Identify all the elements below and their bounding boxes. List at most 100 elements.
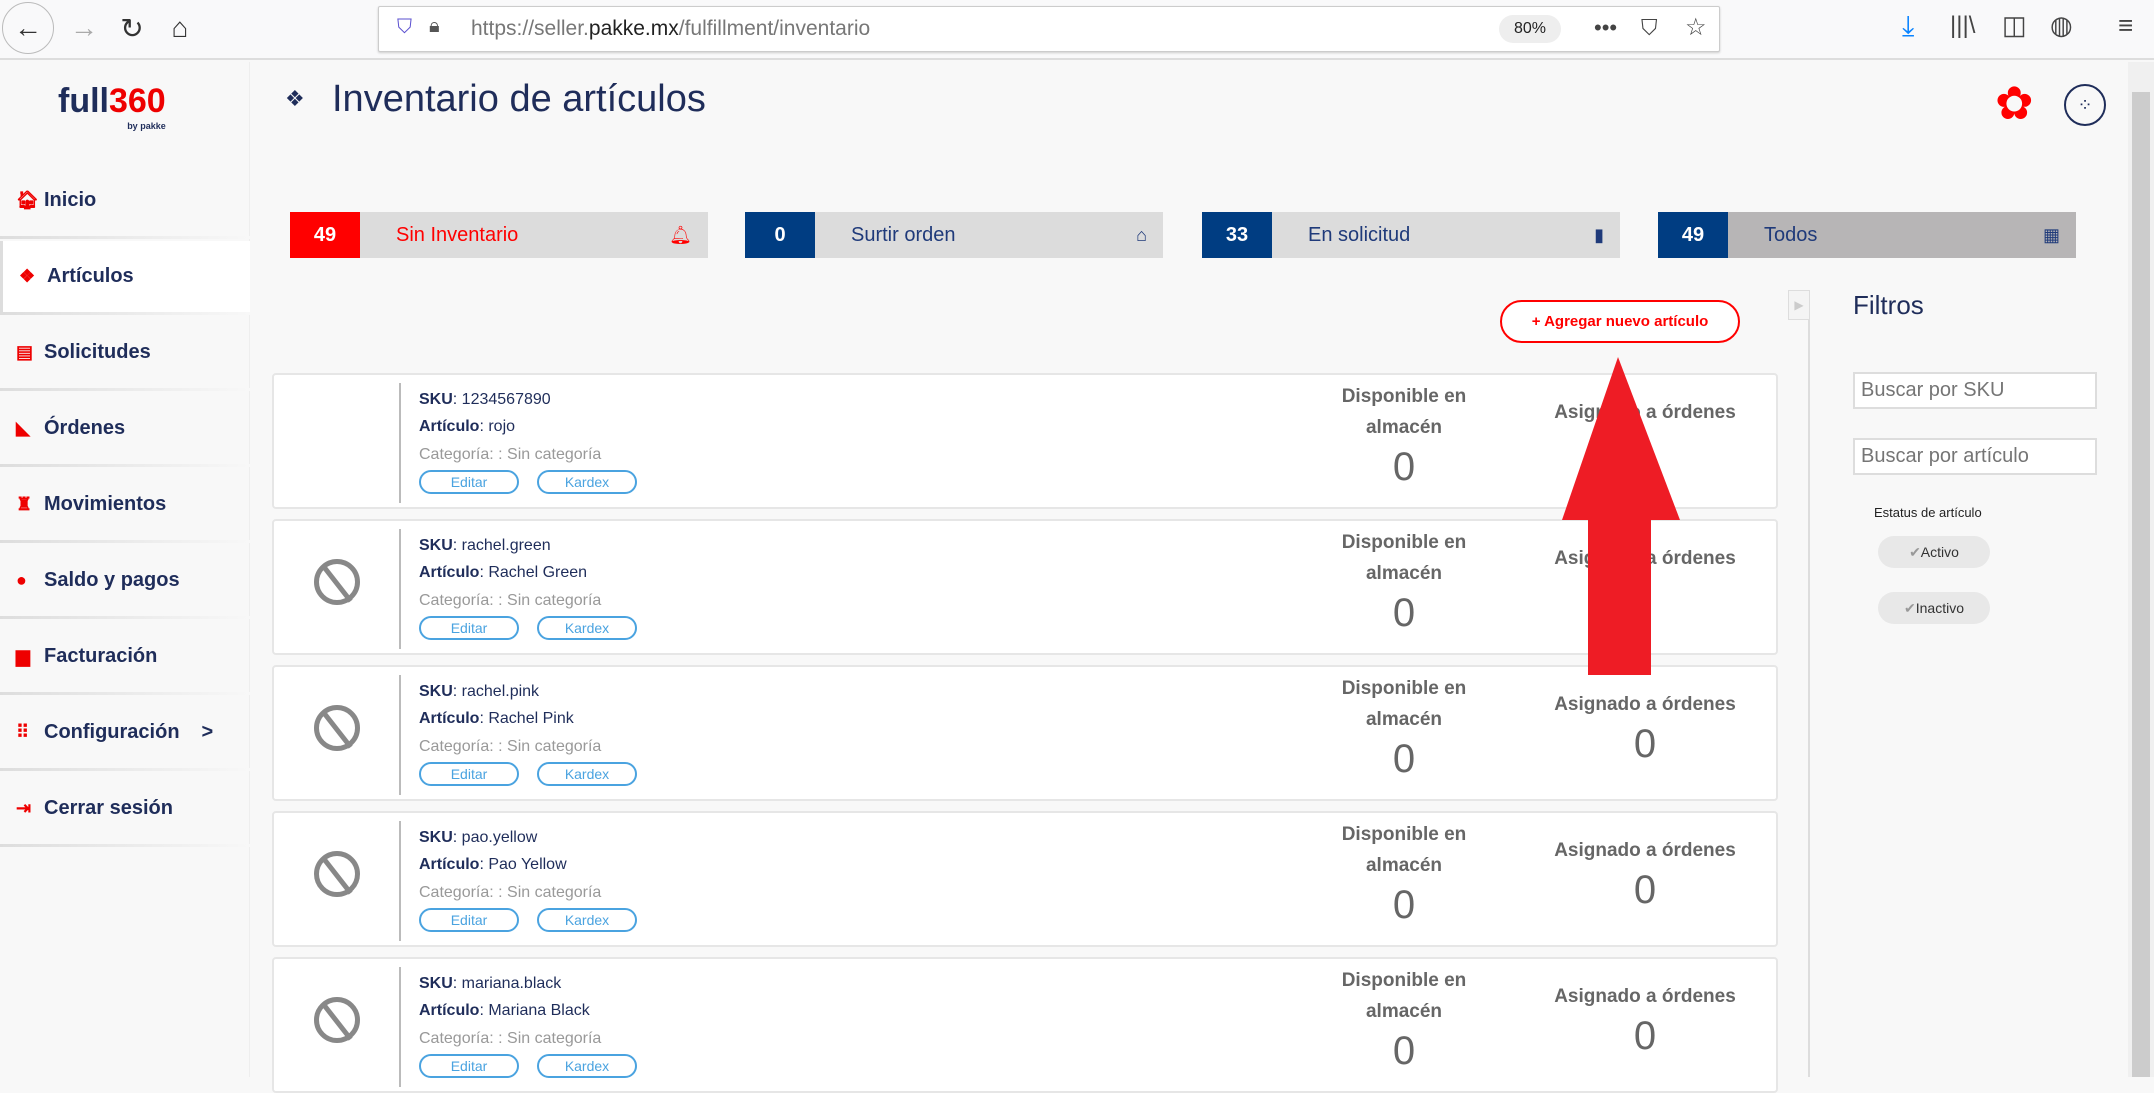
sidebar-item-saldo-y-pagos[interactable]: ● Saldo y pagos (0, 545, 250, 619)
row-divider (399, 529, 401, 649)
edit-button[interactable]: Editar (419, 1054, 519, 1078)
sidebar-item-órdenes[interactable]: ◣ Órdenes (0, 393, 250, 467)
add-new-item-button[interactable]: + Agregar nuevo artículo (1500, 300, 1740, 343)
row-divider (399, 967, 401, 1087)
sku-label: SKU (419, 829, 453, 846)
row-divider (399, 821, 401, 941)
sidebar-item-movimientos[interactable]: ♜ Movimientos (0, 469, 250, 543)
sidebar-item-label: Órdenes (44, 417, 126, 439)
scrollbar[interactable] (2128, 62, 2154, 1077)
download-icon[interactable]: ⤓ (1902, 10, 1915, 41)
shield-icon: ⛉ (397, 16, 412, 38)
library-icon[interactable]: |||\ (1950, 12, 1976, 39)
category-line: Categoría: : Sin categoría (419, 592, 602, 609)
apps-menu-icon[interactable]: ⁘ (2064, 84, 2106, 126)
home-button[interactable]: ⌂ (171, 12, 189, 43)
stat-label: Surtir orden (851, 223, 956, 246)
sku-line: SKU: 1234567890 (419, 391, 551, 408)
article-value: rojo (488, 418, 516, 435)
chip-activo[interactable]: ✔Activo (1878, 536, 1990, 568)
chip-inactivo[interactable]: ✔Inactivo (1878, 592, 1990, 624)
chip-label: Inactivo (1915, 600, 1964, 616)
assigned-label: Asignado a órdenes (1554, 840, 1736, 861)
chip-label: Activo (1920, 544, 1959, 560)
kardex-button[interactable]: Kardex (537, 616, 637, 640)
account-icon[interactable]: ◍ (2050, 10, 2073, 40)
stat-card-3[interactable]: 49 Todos ▦ (1658, 212, 2076, 258)
sidebar-item-artículos[interactable]: ❖ Artículos (0, 241, 250, 315)
sku-value: mariana.black (461, 975, 562, 992)
available-column: Disponible en almacén 0 (1314, 527, 1494, 637)
logo[interactable]: full360 by pakke (58, 82, 166, 131)
page-title: Inventario de artículos (332, 78, 706, 120)
sku-line: SKU: rachel.green (419, 537, 551, 554)
kardex-button[interactable]: Kardex (537, 762, 637, 786)
available-value: 0 (1392, 883, 1416, 927)
collapse-filters-toggle[interactable]: ▶ (1788, 290, 1810, 320)
check-icon: ✔ (1909, 544, 1921, 560)
sku-label: SKU (419, 975, 453, 992)
sidebar-item-cerrar-sesión[interactable]: ⇥ Cerrar sesión (0, 773, 250, 847)
forward-button[interactable]: → (70, 12, 98, 43)
logout-icon: ⇥ (16, 798, 32, 818)
more-icon[interactable]: ••• (1594, 15, 1618, 40)
kardex-button[interactable]: Kardex (537, 470, 637, 494)
scrollbar-thumb[interactable] (2132, 92, 2150, 1077)
no-image-icon (314, 851, 360, 897)
stat-card-1[interactable]: 0 Surtir orden ⌂ (745, 212, 1163, 258)
available-column: Disponible en almacén 0 (1314, 673, 1494, 783)
sidebar-item-label: Artículos (47, 265, 134, 287)
available-value: 0 (1392, 591, 1416, 635)
assigned-value: 0 (1633, 868, 1657, 912)
url-path: /fulfillment/inventario (678, 17, 871, 40)
article-value: Pao Yellow (488, 856, 567, 873)
category-line: Categoría: : Sin categoría (419, 738, 602, 755)
stat-label: En solicitud (1308, 223, 1411, 246)
logo-sub: by pakke (127, 121, 166, 131)
settings-gear-icon[interactable]: ✿ (1995, 77, 2034, 129)
back-button[interactable]: ← (2, 2, 54, 54)
edit-button[interactable]: Editar (419, 616, 519, 640)
inventory-item-row: SKU: mariana.black Artículo: Mariana Bla… (272, 957, 1778, 1093)
check-icon: ✔ (1904, 600, 1916, 616)
menu-icon[interactable]: ≡ (2118, 10, 2134, 40)
pocket-icon[interactable]: ⛉ (1641, 15, 1658, 40)
inventory-item-row: SKU: rachel.green Artículo: Rachel Green… (272, 519, 1778, 655)
assigned-value: 0 (1633, 722, 1657, 766)
zoom-level[interactable]: 80% (1499, 15, 1561, 43)
edit-button[interactable]: Editar (419, 762, 519, 786)
stat-card-2[interactable]: 33 En solicitud ▮ (1202, 212, 1620, 258)
available-value: 0 (1392, 1029, 1416, 1073)
edit-button[interactable]: Editar (419, 470, 519, 494)
grid-icon: ⠿ (16, 722, 30, 742)
url-bar[interactable]: ⛉ 🔒︎ https://seller.pakke.mx/fulfillment… (378, 6, 1720, 52)
article-label: Artículo (419, 564, 480, 581)
kardex-button[interactable]: Kardex (537, 908, 637, 932)
assigned-column: Asignado a órdenes 0 (1540, 689, 1750, 768)
kardex-button[interactable]: Kardex (537, 1054, 637, 1078)
search-sku-input[interactable] (1853, 372, 2097, 409)
stat-count: 0 (745, 212, 815, 258)
row-divider (399, 675, 401, 795)
stat-label: Todos (1764, 223, 1818, 246)
sku-label: SKU (419, 391, 453, 408)
edit-button[interactable]: Editar (419, 908, 519, 932)
available-label: Disponible en almacén (1341, 678, 1467, 730)
assigned-label: Asignado a órdenes (1554, 694, 1736, 715)
status-label: Estatus de artículo (1874, 505, 1982, 520)
bookmark-star-icon[interactable]: ☆ (1685, 14, 1707, 41)
sidebar-item-inicio[interactable]: 🏠︎ Inicio (0, 165, 250, 239)
sidebar-item-facturación[interactable]: ▆ Facturación (0, 621, 250, 695)
search-article-input[interactable] (1853, 438, 2097, 475)
row-divider (399, 383, 401, 503)
inventory-item-row: SKU: rachel.pink Artículo: Rachel Pink C… (272, 665, 1778, 801)
red-arrow-annotation (1562, 357, 1680, 675)
logo-text: full (58, 82, 109, 120)
sidebar-item-label: Configuración (44, 721, 180, 743)
sidebar-item-solicitudes[interactable]: ▤ Solicitudes (0, 317, 250, 391)
sidebar-item-configuración[interactable]: ⠿ Configuración > (0, 697, 250, 771)
cart-icon: ◣ (16, 418, 30, 438)
reload-button[interactable]: ↻ (120, 12, 144, 44)
sidebar-icon[interactable]: ◫ (2002, 10, 2027, 40)
stat-card-0[interactable]: 49 Sin Inventario 🔔︎ (290, 212, 708, 258)
